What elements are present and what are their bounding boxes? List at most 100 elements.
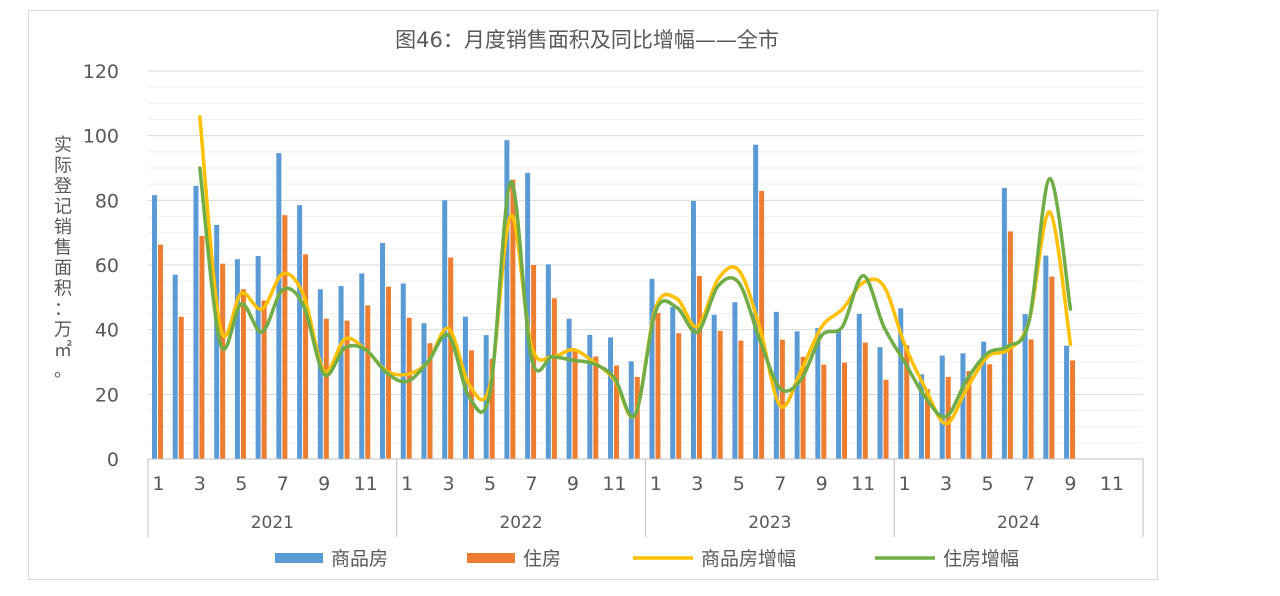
line-housing-growth bbox=[198, 166, 1073, 419]
bar-housing bbox=[924, 389, 930, 459]
bar-commercial bbox=[856, 313, 862, 459]
bar-housing bbox=[282, 215, 288, 459]
bar-commercial bbox=[214, 224, 220, 459]
month-tick-label: 5 bbox=[484, 473, 496, 495]
year-label: 2024 bbox=[997, 513, 1040, 533]
bar-housing bbox=[883, 379, 889, 459]
bar-commercial bbox=[400, 283, 406, 459]
left-tick-label: 100 bbox=[83, 126, 119, 148]
month-tick-label: 1 bbox=[899, 473, 911, 495]
month-tick-label: 3 bbox=[194, 473, 206, 495]
month-tick-label: 11 bbox=[851, 473, 875, 495]
month-tick-label: 7 bbox=[277, 473, 289, 495]
bar-commercial bbox=[1064, 345, 1070, 459]
left-tick-label: 120 bbox=[83, 61, 119, 83]
month-tick-label: 9 bbox=[816, 473, 828, 495]
bar-housing bbox=[655, 312, 661, 459]
bar-commercial bbox=[504, 140, 510, 459]
bar-housing bbox=[303, 254, 309, 459]
bar-housing bbox=[427, 343, 433, 459]
month-tick-label: 5 bbox=[235, 473, 247, 495]
bar-commercial bbox=[255, 255, 261, 459]
month-tick-label: 11 bbox=[354, 473, 378, 495]
bar-commercial bbox=[1022, 314, 1028, 459]
bar-commercial bbox=[898, 308, 904, 459]
legend: 商品房 住房 商品房增幅 住房增幅 bbox=[275, 548, 1019, 570]
bar-commercial bbox=[566, 318, 572, 459]
bar-commercial bbox=[587, 334, 593, 459]
bar-housing bbox=[468, 350, 474, 459]
bar-commercial bbox=[753, 144, 759, 459]
bar-housing bbox=[510, 179, 516, 459]
bar-housing bbox=[323, 318, 329, 459]
month-tick-label: 11 bbox=[602, 473, 626, 495]
bar-housing bbox=[199, 235, 205, 459]
month-tick-label: 11 bbox=[1100, 473, 1124, 495]
month-tick-label: 3 bbox=[691, 473, 703, 495]
bar-housing bbox=[945, 376, 951, 459]
bar-commercial bbox=[836, 329, 842, 459]
bar-commercial bbox=[359, 273, 365, 459]
left-axis-ticks: 0 20 40 60 80 100 120 bbox=[83, 61, 119, 471]
legend-label: 商品房 bbox=[331, 548, 388, 570]
month-tick-label: 7 bbox=[525, 473, 537, 495]
bar-commercial bbox=[338, 286, 344, 459]
bar-housing bbox=[966, 371, 972, 459]
legend-swatch bbox=[275, 553, 323, 563]
bar-housing bbox=[634, 376, 640, 459]
bar-commercial bbox=[981, 341, 987, 459]
bar-commercial bbox=[877, 347, 883, 459]
bar-housing bbox=[779, 339, 785, 459]
bar-housing bbox=[1028, 339, 1034, 459]
gridlines bbox=[148, 70, 1143, 460]
left-axis-title: 实际登记销售面积：万㎡。 bbox=[54, 135, 72, 382]
month-tick-label: 9 bbox=[318, 473, 330, 495]
legend-label: 商品房增幅 bbox=[701, 548, 796, 570]
bar-commercial bbox=[939, 355, 945, 459]
bar-housing bbox=[696, 275, 702, 459]
bar-commercial bbox=[670, 307, 676, 459]
bar-housing bbox=[717, 330, 723, 459]
month-tick-label: 1 bbox=[401, 473, 413, 495]
legend-label: 住房增幅 bbox=[943, 548, 1019, 570]
month-tick-label: 3 bbox=[443, 473, 455, 495]
bar-housing bbox=[904, 345, 910, 459]
bar-commercial bbox=[172, 274, 178, 459]
bar-housing bbox=[1049, 276, 1055, 459]
bar-commercial bbox=[711, 314, 717, 459]
bar-housing bbox=[158, 244, 163, 459]
year-label: 2022 bbox=[499, 513, 542, 533]
month-tick-label: 7 bbox=[1023, 473, 1035, 495]
bar-housing bbox=[759, 190, 765, 459]
bar-commercial bbox=[1001, 188, 1007, 459]
bar-commercial bbox=[732, 302, 738, 459]
left-tick-label: 40 bbox=[95, 320, 119, 342]
bar-housing bbox=[738, 340, 744, 459]
month-tick-label: 1 bbox=[152, 473, 164, 495]
bar-housing bbox=[1070, 360, 1076, 459]
bar-commercial bbox=[234, 259, 240, 459]
left-tick-label: 60 bbox=[95, 255, 119, 277]
bar-housing bbox=[220, 263, 226, 459]
left-tick-label: 80 bbox=[95, 190, 119, 212]
bar-housing bbox=[821, 364, 827, 459]
bar-commercial bbox=[297, 205, 303, 459]
bar-commercial bbox=[649, 278, 655, 459]
bar-commercial bbox=[794, 331, 800, 459]
bar-housing bbox=[261, 300, 267, 459]
legend-swatch bbox=[467, 553, 515, 563]
x-axis: 1 3 5 7 9 11 2021 1 3 5 7 9 11 2022 1 3 5 7 9 11 2023 1 3 5 7 9 11… bbox=[147, 458, 1144, 537]
bar-commercial bbox=[421, 323, 427, 459]
year-label: 2021 bbox=[251, 513, 294, 533]
bar-commercial bbox=[152, 195, 157, 459]
year-label: 2023 bbox=[748, 513, 791, 533]
bar-housing bbox=[842, 362, 848, 459]
bar-commercial bbox=[380, 243, 386, 459]
bar-housing bbox=[551, 298, 557, 459]
bar-housing bbox=[406, 317, 412, 459]
bar-commercial bbox=[918, 374, 924, 459]
bar-housing bbox=[800, 356, 806, 459]
bar-housing bbox=[448, 257, 454, 459]
